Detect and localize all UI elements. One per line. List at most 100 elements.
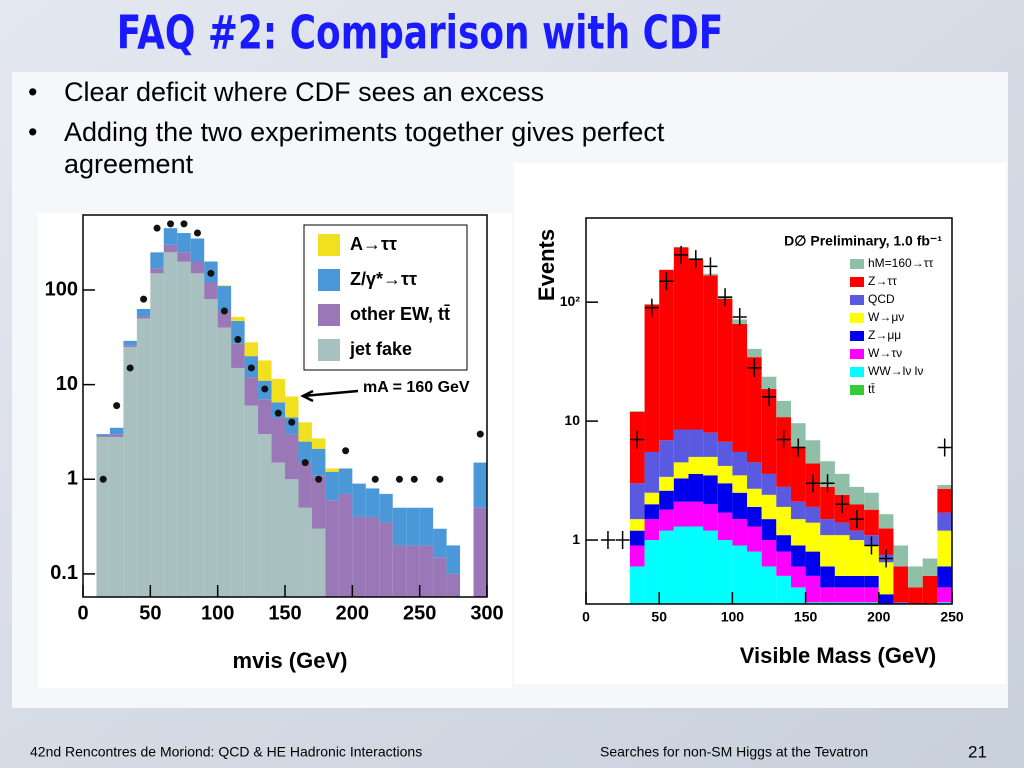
- histogram-segment: [406, 545, 419, 597]
- legend-label: tt̄: [868, 382, 875, 396]
- histogram-segment: [645, 519, 660, 540]
- histogram-segment: [164, 228, 177, 245]
- x-axis-label: Visible Mass (GeV): [740, 643, 936, 668]
- histogram-segment: [645, 452, 660, 493]
- data-point: [396, 476, 403, 483]
- histogram-segment: [674, 502, 689, 527]
- histogram-segment: [191, 273, 204, 597]
- histogram-segment: [366, 488, 379, 516]
- histogram-segment: [191, 239, 204, 262]
- legend-swatch: [850, 331, 864, 341]
- x-axis-label: mvis (GeV): [233, 648, 348, 673]
- histogram-segment: [137, 309, 150, 316]
- page-number: 21: [968, 742, 987, 761]
- histogram-segment: [352, 484, 365, 517]
- x-tick-label: 200: [336, 602, 369, 624]
- legend-label: W→μν: [868, 310, 904, 324]
- histogram-segment: [850, 576, 865, 588]
- histogram-segment: [298, 463, 311, 508]
- histogram-segment: [379, 494, 392, 522]
- data-point: [234, 336, 241, 343]
- histogram-segment: [864, 576, 879, 588]
- histogram-segment: [732, 493, 747, 519]
- histogram-segment: [674, 430, 689, 463]
- data-point: [477, 431, 484, 438]
- histogram-segment: [137, 316, 150, 318]
- data-point: [436, 476, 443, 483]
- histogram-segment: [732, 324, 747, 452]
- histogram-segment: [923, 558, 938, 575]
- histogram-segment: [893, 566, 908, 602]
- histogram-segment: [747, 527, 762, 552]
- histogram-segment: [937, 485, 952, 489]
- histogram-segment: [703, 275, 718, 432]
- legend-label: QCD: [868, 292, 895, 306]
- legend-label: WW→lν lν: [868, 364, 923, 378]
- histogram-segment: [245, 406, 258, 597]
- histogram-segment: [339, 468, 352, 493]
- x-tick-label: 150: [794, 609, 818, 625]
- histogram-segment: [433, 529, 446, 557]
- legend-label: Z→ττ: [868, 274, 897, 288]
- data-point: [181, 220, 188, 227]
- histogram-segment: [776, 401, 791, 417]
- data-point: [372, 476, 379, 483]
- histogram-segment: [864, 493, 879, 510]
- histogram-segment: [420, 545, 433, 597]
- histogram-segment: [806, 507, 821, 523]
- histogram-segment: [312, 449, 325, 476]
- histogram-segment: [776, 507, 791, 535]
- histogram-segment: [703, 504, 718, 530]
- histogram-segment: [688, 474, 703, 502]
- data-point: [248, 364, 255, 371]
- histogram-segment: [659, 270, 674, 440]
- histogram-segment: [433, 557, 446, 597]
- histogram-segment: [312, 529, 325, 597]
- histogram-segment: [325, 500, 338, 597]
- legend-swatch: [318, 339, 340, 361]
- histogram-segment: [908, 587, 923, 604]
- histogram-segment: [835, 535, 850, 576]
- legend-label: other EW, tt̄: [350, 304, 450, 324]
- legend-label: A→ττ: [350, 234, 397, 254]
- histogram-segment: [204, 299, 217, 597]
- footer-center: Searches for non-SM Higgs at the Tevatro…: [600, 744, 868, 760]
- histogram-segment: [164, 245, 177, 252]
- histogram-segment: [645, 504, 660, 519]
- data-point: [154, 225, 161, 232]
- histogram-segment: [688, 502, 703, 527]
- histogram-segment: [659, 491, 674, 510]
- x-tick-label: 300: [470, 602, 503, 624]
- histogram-segment: [272, 417, 285, 462]
- data-point: [140, 296, 147, 303]
- histogram-segment: [659, 510, 674, 531]
- histogram-segment: [272, 463, 285, 597]
- x-tick-label: 50: [651, 609, 667, 625]
- histogram-segment: [908, 566, 923, 587]
- legend-swatch: [850, 277, 864, 287]
- data-point: [113, 402, 120, 409]
- y-tick-label: 10: [564, 412, 580, 428]
- histogram-segment: [659, 440, 674, 477]
- histogram-segment: [747, 489, 762, 507]
- x-tick-label: 200: [867, 609, 891, 625]
- x-tick-label: 150: [268, 602, 301, 624]
- histogram-segment: [762, 540, 777, 566]
- histogram-segment: [937, 566, 952, 587]
- histogram-segment: [703, 475, 718, 504]
- histogram-segment: [688, 430, 703, 457]
- histogram-segment: [776, 535, 791, 551]
- histogram-segment: [718, 540, 733, 604]
- histogram-segment: [659, 477, 674, 491]
- histogram-segment: [864, 510, 879, 535]
- y-tick-label: 1: [67, 468, 78, 490]
- histogram-segment: [393, 545, 406, 597]
- y-tick-label: 10: [56, 373, 78, 395]
- histogram-segment: [177, 233, 190, 252]
- histogram-segment: [474, 463, 487, 508]
- histogram-segment: [150, 273, 163, 597]
- histogram-segment: [747, 349, 762, 357]
- histogram-segment: [747, 552, 762, 604]
- histogram-segment: [806, 552, 821, 576]
